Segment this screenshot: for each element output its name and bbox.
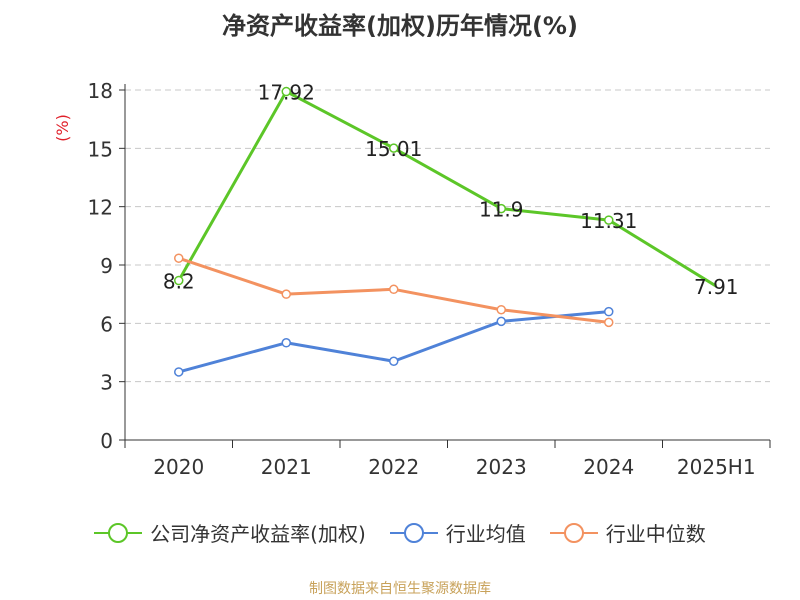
y-tick-label: 0	[100, 429, 113, 453]
data-label: 17.92	[258, 81, 315, 105]
data-point	[604, 317, 614, 328]
legend-item[interactable]: 行业均值	[389, 518, 526, 547]
x-tick-label: 2025H1	[677, 455, 756, 479]
legend-swatch-icon	[389, 522, 438, 543]
data-point	[604, 215, 614, 225]
data-point	[281, 86, 291, 97]
legend-item[interactable]: 公司净资产收益率(加权)	[94, 518, 366, 547]
legend-swatch-icon	[549, 522, 598, 543]
chart-title: 净资产收益率(加权)历年情况(%)	[222, 12, 578, 40]
data-label: 11.31	[580, 209, 637, 233]
x-tick-label: 2024	[583, 455, 634, 479]
legend-item[interactable]: 行业中位数	[549, 518, 706, 547]
data-label: 11.9	[479, 198, 524, 222]
data-source-note: 制图数据来自恒生聚源数据库	[309, 581, 491, 597]
data-point	[389, 284, 399, 295]
data-point	[281, 289, 291, 299]
legend-swatch-icon	[94, 522, 143, 543]
data-label: 8.2	[163, 270, 195, 294]
data-point	[174, 367, 184, 377]
series-line	[177, 90, 718, 288]
x-tick-label: 2021	[261, 455, 312, 479]
data-point	[174, 253, 184, 263]
x-tick-label: 2022	[368, 455, 419, 479]
legend-label: 公司净资产收益率(加权)	[150, 522, 366, 546]
y-tick-label: 15	[88, 137, 113, 161]
y-tick-label: 12	[88, 196, 113, 220]
data-label: 15.01	[365, 137, 422, 161]
y-tick-label: 18	[88, 79, 113, 103]
data-point	[389, 356, 399, 366]
data-point	[604, 306, 614, 317]
y-axis-label: (%)	[53, 114, 72, 142]
data-point	[389, 143, 399, 153]
data-point	[496, 304, 506, 315]
x-tick-label: 2020	[153, 455, 204, 479]
data-point	[496, 203, 506, 214]
y-tick-label: 3	[100, 371, 113, 395]
x-tick-label: 2023	[476, 455, 527, 479]
data-label: 7.91	[694, 275, 739, 299]
legend-label: 行业中位数	[605, 522, 706, 546]
data-point	[174, 275, 184, 286]
data-point	[496, 316, 506, 327]
chart-legend: 公司净资产收益率(加权) 行业均值 行业中位数	[0, 518, 800, 547]
data-point	[281, 338, 291, 348]
y-tick-label: 9	[100, 254, 113, 278]
legend-label: 行业均值	[445, 522, 526, 546]
y-tick-label: 6	[100, 312, 113, 336]
